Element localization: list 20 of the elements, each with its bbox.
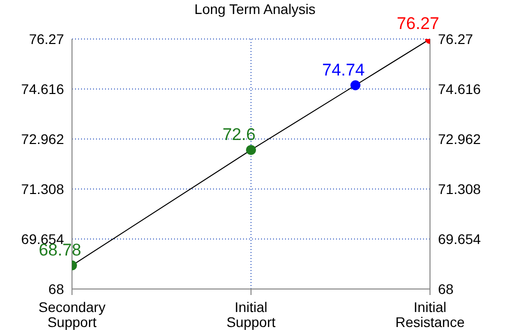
data-label: 74.74: [322, 60, 365, 80]
x-tick-label: Secondary Support: [38, 299, 106, 330]
y-tick-label: 71.308: [21, 180, 64, 197]
x-tick-label: Initial Resistance: [395, 299, 465, 330]
data-label: 72.6: [222, 124, 256, 144]
data-label: 76.27: [396, 14, 440, 33]
y2-tick-label: 68: [438, 280, 454, 297]
y-tick-label: 74.616: [21, 80, 64, 97]
y2-tick-label: 76.27: [438, 30, 474, 47]
y-tick-label: 72.962: [21, 130, 64, 147]
y2-tick-label: 74.616: [438, 80, 482, 97]
point: [246, 144, 256, 155]
y2-tick-label: 69.654: [438, 230, 482, 247]
y-tick-label: 68: [48, 280, 64, 297]
y2-tick-label: 71.308: [438, 180, 482, 197]
chart-title: Long Term Analysis: [194, 1, 316, 17]
point: [350, 80, 360, 90]
x-tick-label: Initial Support: [226, 299, 276, 330]
y-tick-label: 76.27: [28, 30, 64, 47]
y2-tick-label: 72.962: [438, 130, 482, 147]
